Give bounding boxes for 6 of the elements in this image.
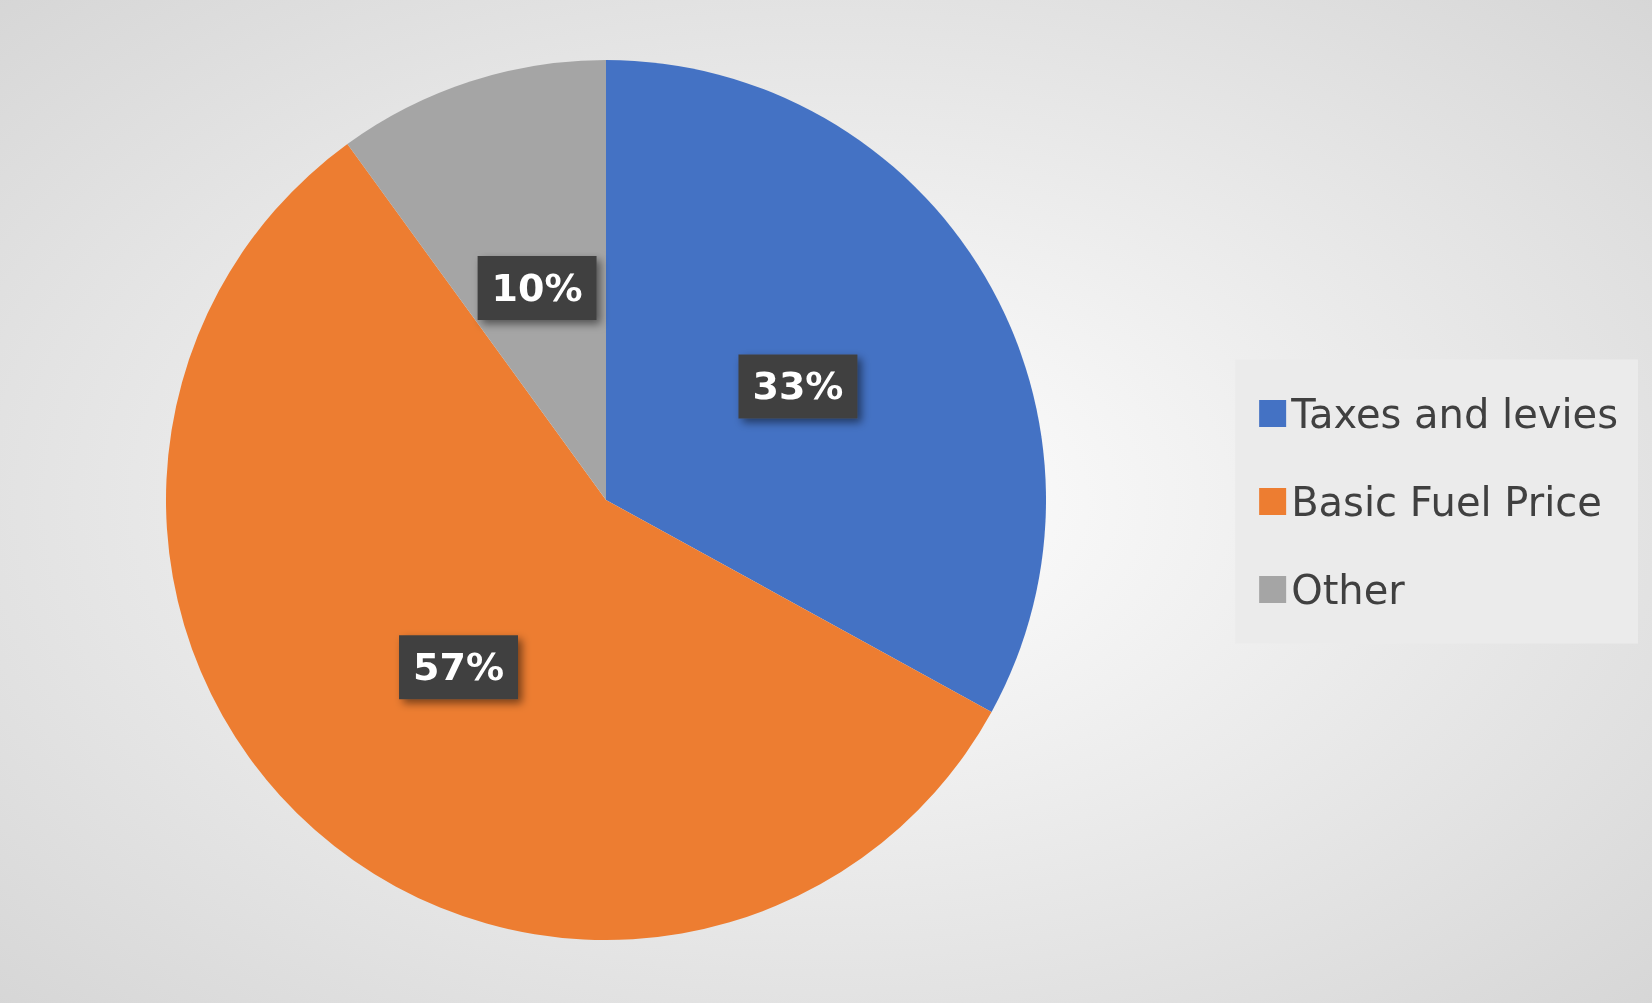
data-label: 10% bbox=[491, 265, 583, 310]
legend-label: Basic Fuel Price bbox=[1291, 478, 1602, 525]
data-label: 57% bbox=[413, 645, 505, 690]
legend-label: Other bbox=[1291, 566, 1406, 613]
legend-label: Taxes and levies bbox=[1290, 390, 1618, 437]
data-label: 33% bbox=[752, 364, 844, 409]
